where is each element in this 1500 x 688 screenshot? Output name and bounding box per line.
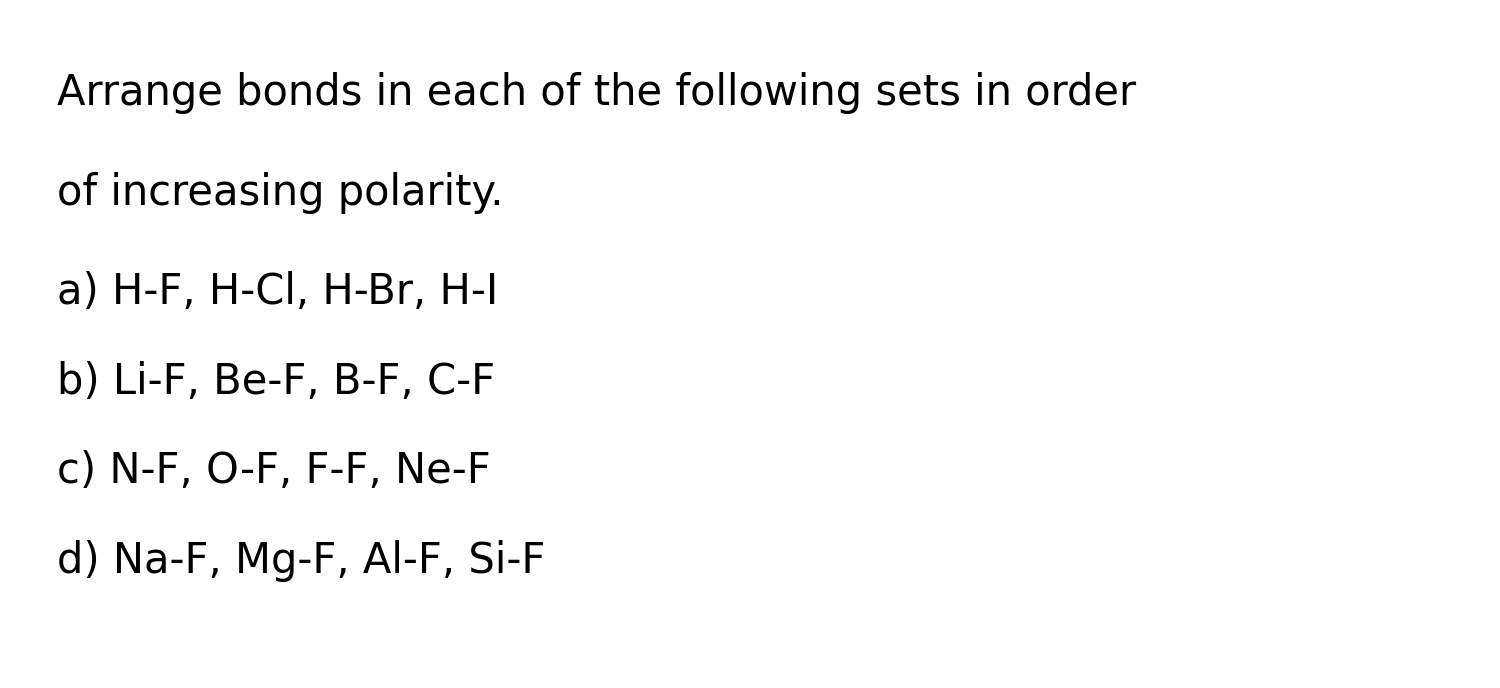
Text: of increasing polarity.: of increasing polarity.: [57, 171, 504, 214]
Text: c) N-F, O-F, F-F, Ne-F: c) N-F, O-F, F-F, Ne-F: [57, 450, 491, 493]
Text: d) Na-F, Mg-F, Al-F, Si-F: d) Na-F, Mg-F, Al-F, Si-F: [57, 539, 546, 582]
Text: a) H-F, H-Cl, H-Br, H-I: a) H-F, H-Cl, H-Br, H-I: [57, 271, 498, 314]
Text: b) Li-F, Be-F, B-F, C-F: b) Li-F, Be-F, B-F, C-F: [57, 361, 495, 403]
Text: Arrange bonds in each of the following sets in order: Arrange bonds in each of the following s…: [57, 72, 1136, 114]
